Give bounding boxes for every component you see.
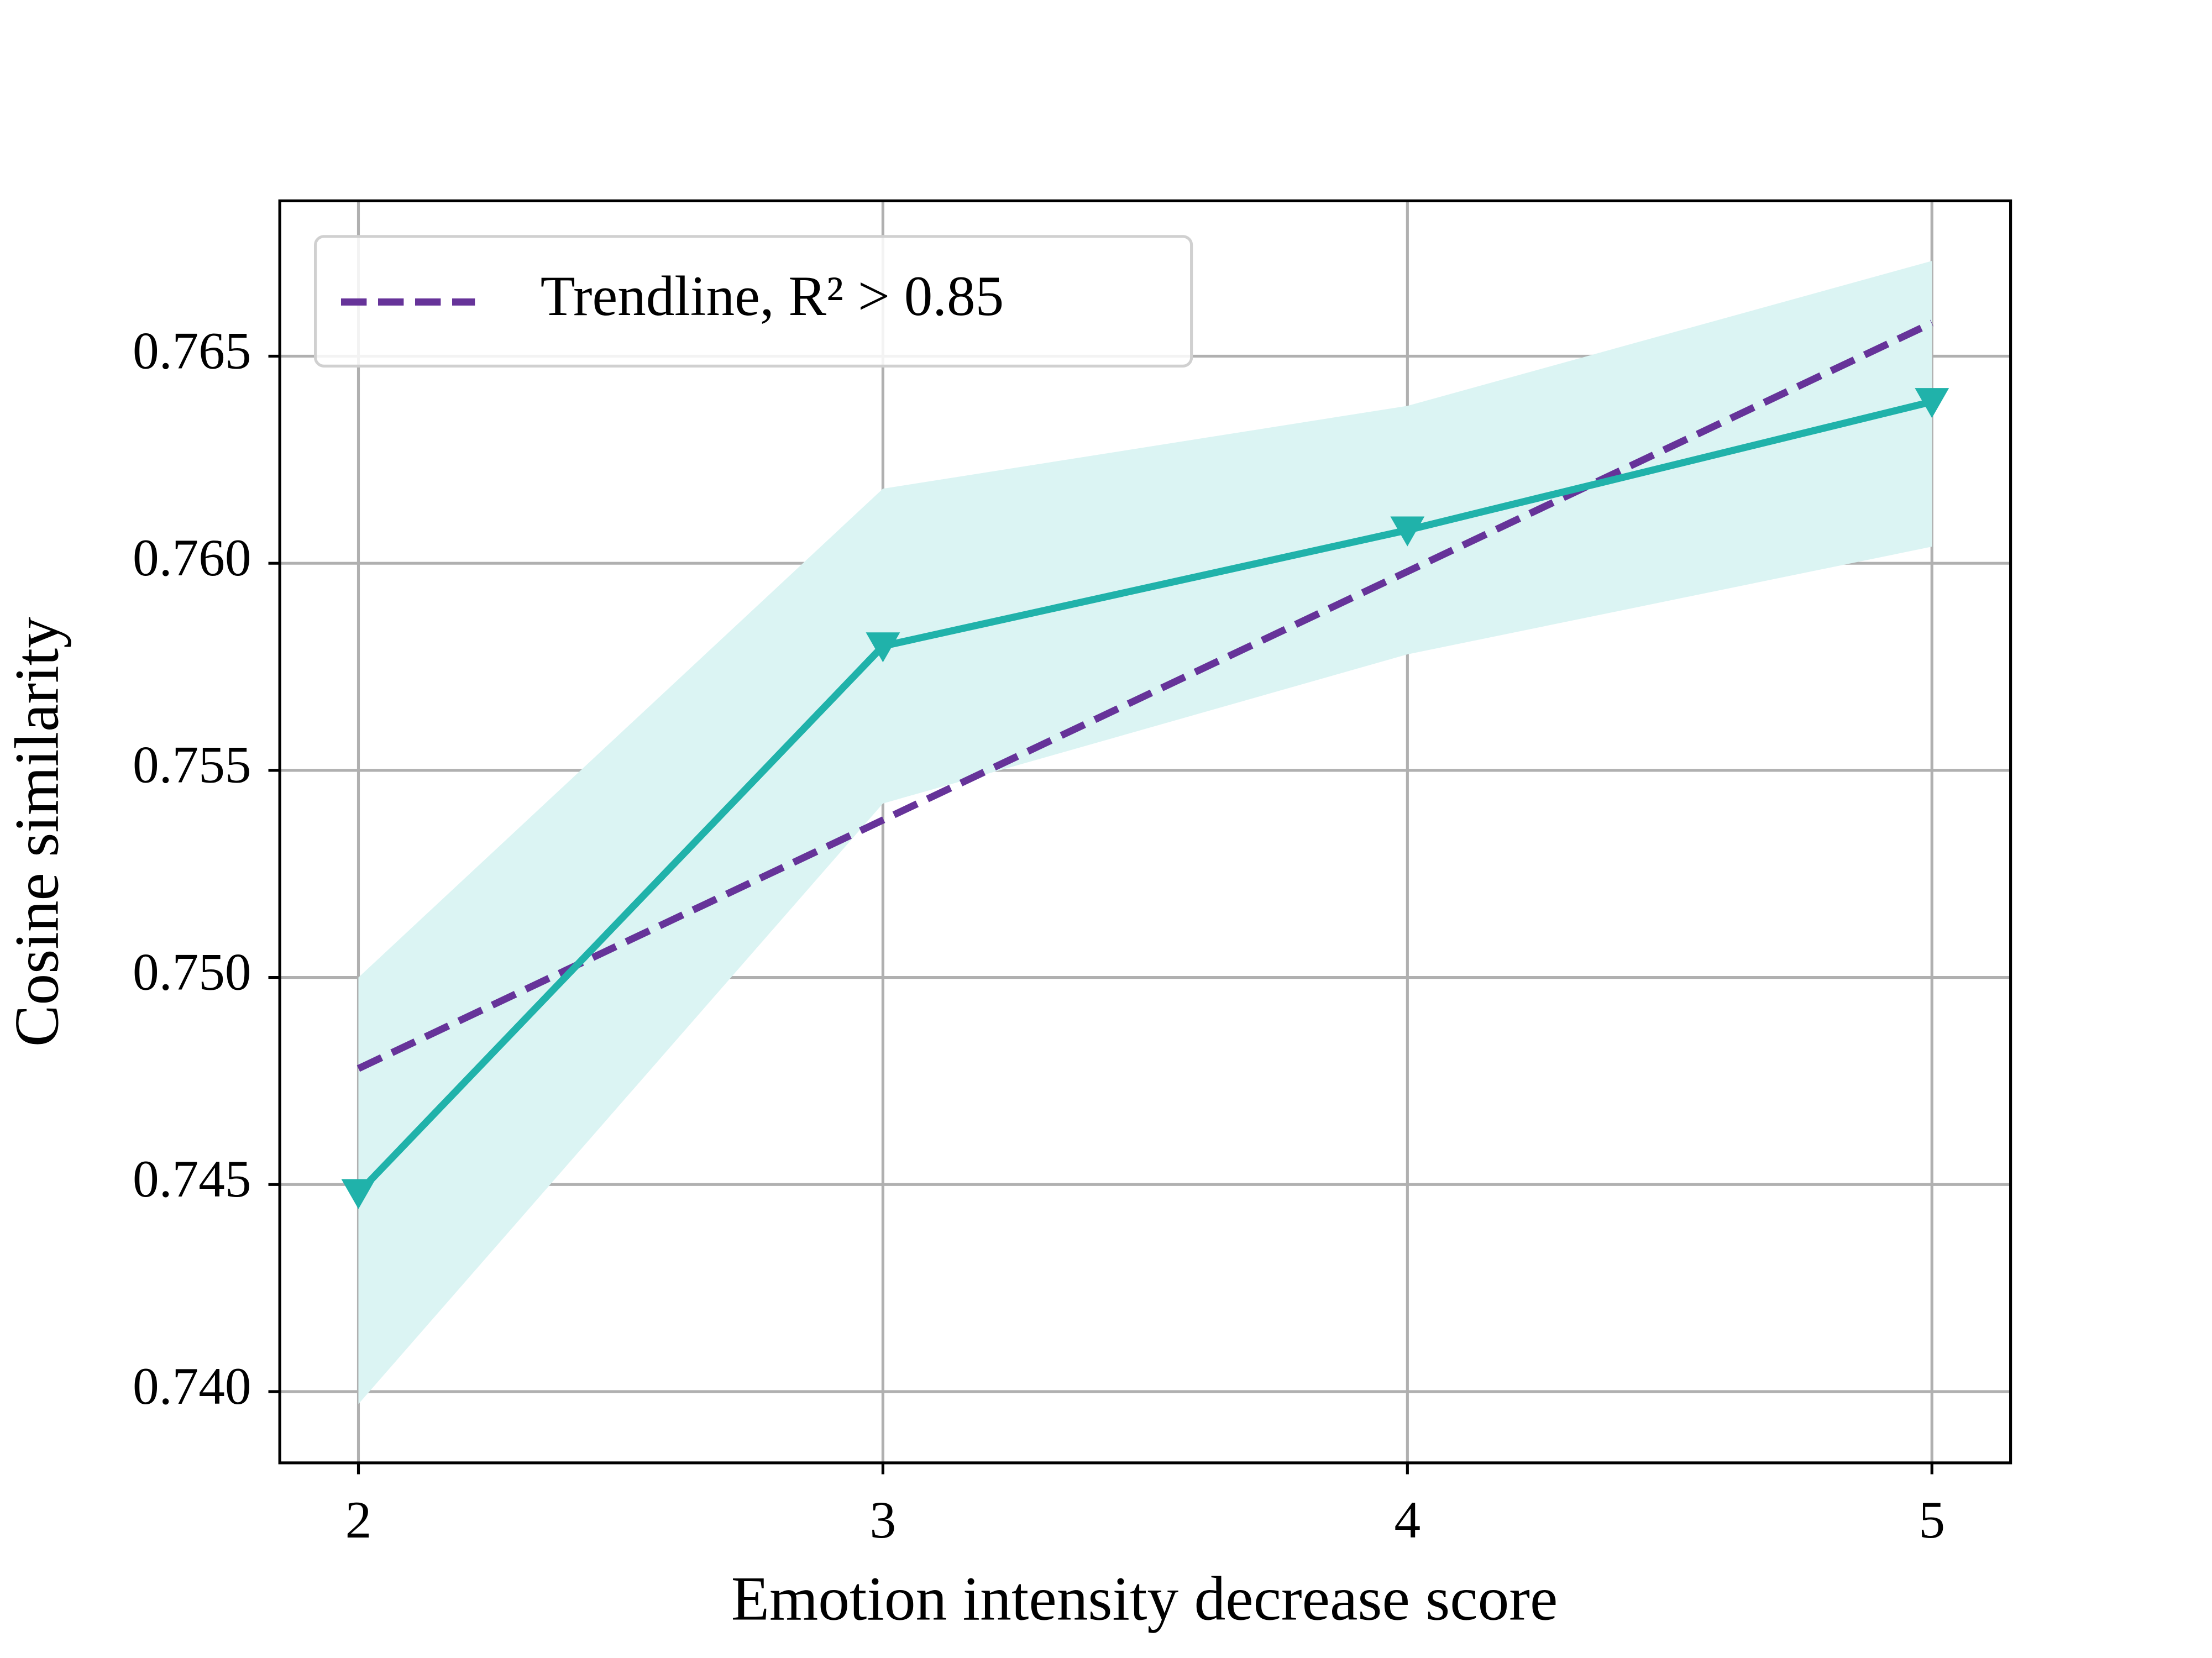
y-tick-label: 0.760 (133, 528, 251, 587)
marker (341, 1179, 376, 1209)
plot-frame (278, 199, 2012, 1465)
marker (1915, 388, 1949, 418)
x-tick-label: 5 (1919, 1491, 1945, 1549)
legend-box (314, 235, 1193, 368)
y-tick-label: 0.755 (133, 736, 251, 794)
x-tick-label: 2 (345, 1491, 372, 1549)
y-axis-label: Cosine similarity (2, 617, 71, 1047)
y-tick-label: 0.740 (133, 1357, 251, 1415)
y-tick-label: 0.765 (133, 321, 251, 380)
y-tick-label: 0.750 (133, 942, 251, 1001)
data-line (355, 398, 1933, 1195)
confidence-band (358, 261, 1932, 1404)
marker (1390, 516, 1425, 547)
marker (866, 632, 900, 663)
legend-label: Trendline, R² > 0.85 (541, 265, 1004, 328)
x-tick-label: 3 (870, 1491, 897, 1549)
y-tick-label: 0.745 (133, 1150, 251, 1208)
trendline (357, 319, 1934, 1072)
x-tick-label: 4 (1394, 1491, 1420, 1549)
x-axis-label: Emotion intensity decrease score (731, 1564, 1558, 1634)
